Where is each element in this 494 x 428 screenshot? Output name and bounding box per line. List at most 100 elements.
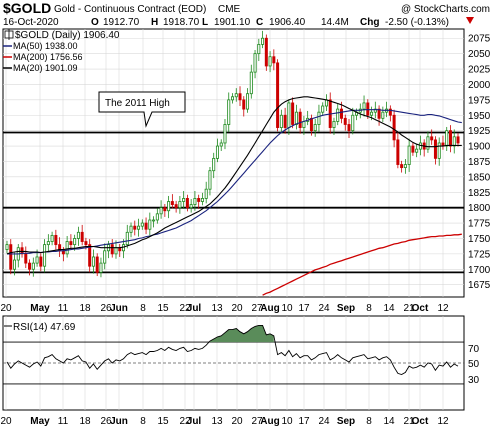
price-tick-label-3: 1750 bbox=[468, 234, 491, 245]
candle-body bbox=[163, 207, 167, 212]
rsi-x-label-22: 12 bbox=[437, 416, 449, 427]
candle-body bbox=[223, 124, 227, 144]
candle-body bbox=[437, 142, 441, 159]
rsi-x-label-11: 20 bbox=[231, 416, 243, 427]
price-tick-label-1: 1700 bbox=[468, 265, 491, 276]
rsi-x-label-15: 17 bbox=[298, 416, 310, 427]
moving-averages bbox=[6, 96, 462, 296]
price-tick-label-14: 2025 bbox=[468, 65, 491, 76]
rsi-x-label-18: 8 bbox=[366, 416, 372, 427]
candle-body bbox=[84, 241, 88, 246]
close-label: C bbox=[256, 17, 263, 28]
rsi-x-label-9: Jul bbox=[187, 416, 202, 427]
price-tick-label-11: 1950 bbox=[468, 111, 491, 122]
exchange-label: CME bbox=[218, 4, 241, 15]
candle-body bbox=[91, 256, 95, 267]
price-x-label-12: 27 bbox=[251, 303, 263, 314]
price-x-label-2: 11 bbox=[58, 303, 69, 314]
candle-body bbox=[261, 37, 265, 45]
candle-body bbox=[144, 222, 148, 230]
price-x-label-5: Jun bbox=[110, 303, 128, 314]
rsi-label: RSI(14) 47.69 bbox=[13, 322, 76, 333]
price-x-label-4: 26 bbox=[100, 303, 112, 314]
candle-body bbox=[230, 96, 234, 101]
price-x-label-3: 18 bbox=[79, 303, 91, 314]
price-x-label-9: Jul bbox=[187, 303, 202, 314]
price-x-label-1: May bbox=[30, 303, 50, 314]
open-label: O bbox=[91, 17, 99, 28]
candle-body bbox=[148, 219, 152, 230]
price-x-label-22: 12 bbox=[437, 303, 449, 314]
candle-body bbox=[291, 102, 295, 125]
rsi-x-label-2: 11 bbox=[58, 416, 69, 427]
candle-body bbox=[339, 108, 343, 119]
volume-value: 14.4M bbox=[321, 17, 349, 28]
candle-body bbox=[5, 244, 9, 250]
high-label: H bbox=[151, 17, 158, 28]
candle-body bbox=[343, 117, 347, 125]
rsi-overbought-fill bbox=[209, 325, 274, 343]
price-x-label-18: 8 bbox=[366, 303, 372, 314]
candle-body bbox=[178, 201, 182, 209]
price-x-label-8: 22 bbox=[179, 303, 191, 314]
candle-body bbox=[69, 241, 73, 246]
rsi-x-label-5: Jun bbox=[110, 416, 128, 427]
candle-body bbox=[238, 93, 242, 101]
candle-body bbox=[396, 139, 400, 165]
price-tick-label-16: 2075 bbox=[468, 34, 491, 45]
support-resistance-lines bbox=[3, 131, 464, 274]
candle-body bbox=[287, 102, 291, 128]
candle-body bbox=[246, 93, 250, 110]
price-tick-label-5: 1800 bbox=[468, 203, 491, 214]
candle-body bbox=[99, 262, 103, 273]
low-value: 1901.10 bbox=[214, 17, 251, 28]
price-tick-label-6: 1825 bbox=[468, 188, 491, 199]
candle-body bbox=[54, 234, 58, 246]
rsi-x-label-20: 21 bbox=[403, 416, 415, 427]
candle-body bbox=[28, 262, 32, 270]
candle-body bbox=[31, 262, 35, 270]
candle-body bbox=[200, 198, 204, 202]
candle-body bbox=[208, 170, 212, 190]
price-x-label-10: 13 bbox=[211, 303, 223, 314]
candle-body bbox=[448, 130, 452, 147]
candle-body bbox=[88, 244, 92, 267]
ma50-line bbox=[7, 109, 462, 255]
candle-body bbox=[392, 114, 396, 141]
candle-body bbox=[381, 111, 385, 119]
candle-body bbox=[283, 114, 287, 128]
candle-body bbox=[9, 244, 13, 270]
candle-body bbox=[268, 56, 272, 67]
candle-body bbox=[456, 136, 460, 144]
rsi-x-label-13: Aug bbox=[260, 416, 279, 427]
candle-body bbox=[366, 102, 370, 116]
price-axis: 1675 1700 1725 1750 1775 1800 1825 1850 1875 1900… bbox=[468, 34, 491, 291]
candle-body bbox=[95, 256, 99, 273]
rsi-x-label-6: 8 bbox=[140, 416, 146, 427]
price-x-label-21: Oct bbox=[412, 303, 429, 314]
candle-body bbox=[317, 111, 321, 125]
candle-body bbox=[377, 108, 381, 119]
candle-body bbox=[347, 124, 351, 132]
rsi-x-label-4: 26 bbox=[100, 416, 112, 427]
rsi-tick-30: 30 bbox=[468, 375, 480, 386]
candle-body bbox=[73, 238, 77, 246]
candle-body bbox=[253, 53, 257, 73]
close-value: 1906.40 bbox=[269, 17, 306, 28]
candle-body bbox=[189, 204, 193, 209]
candle-body bbox=[415, 148, 419, 153]
candle-body bbox=[167, 201, 171, 212]
candle-body bbox=[313, 124, 317, 132]
candle-body bbox=[219, 142, 223, 147]
price-candles bbox=[5, 30, 460, 278]
candle-body bbox=[324, 99, 328, 107]
candle-body bbox=[411, 145, 415, 153]
candle-body bbox=[227, 99, 231, 125]
price-x-label-7: 15 bbox=[157, 303, 169, 314]
candle-body bbox=[39, 256, 43, 267]
candle-body bbox=[321, 105, 325, 113]
rsi-legend: RSI(14) 47.69 bbox=[4, 322, 76, 333]
annotation-callout: The 2011 High bbox=[98, 91, 186, 128]
candle-body bbox=[242, 99, 246, 110]
